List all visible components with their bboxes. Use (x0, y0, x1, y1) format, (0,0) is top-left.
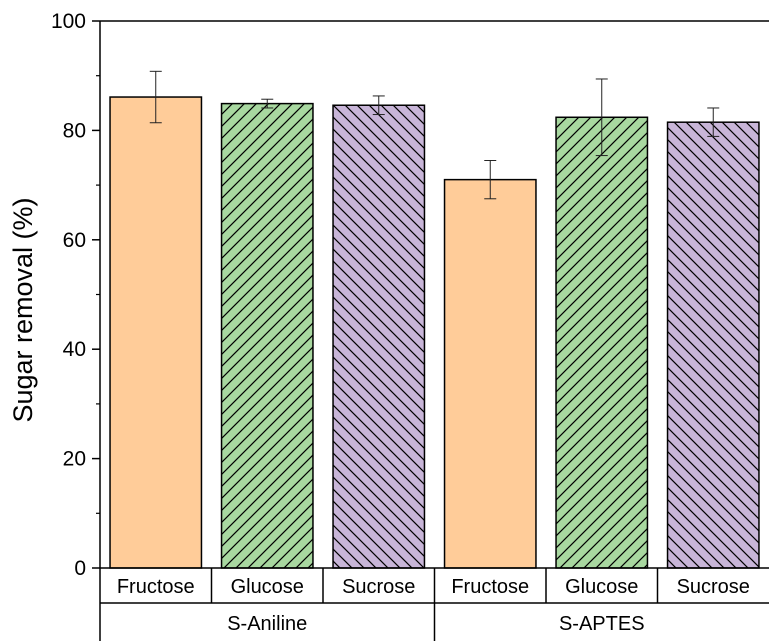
error-bar (149, 70, 162, 124)
y-tick-label: 0 (74, 557, 86, 580)
bar-s-aniline-glucose (220, 102, 314, 569)
x-category-label: Glucose (231, 576, 304, 598)
y-axis-ticks: 0 20 40 60 80 100 (51, 10, 100, 580)
x-category-label: Glucose (565, 576, 638, 598)
y-tick-label: 60 (63, 229, 86, 252)
error-bar (707, 107, 720, 137)
bars (109, 70, 760, 569)
y-tick-label: 100 (51, 10, 86, 33)
x-group-label: S-Aniline (227, 613, 307, 635)
y-tick-label: 40 (63, 338, 86, 361)
bar-s-aptes-fructose (443, 178, 537, 569)
x-category-label: Fructose (117, 576, 195, 598)
y-tick-label: 20 (63, 448, 86, 471)
category-table: Fructose Glucose Sucrose Fructose Glucose Suc… (117, 568, 750, 641)
bar-s-aptes-sucrose (666, 121, 760, 569)
bar-s-aniline-sucrose (332, 104, 426, 569)
error-bar (484, 159, 497, 200)
y-tick-label: 80 (63, 119, 86, 142)
bar-s-aptes-glucose (555, 116, 649, 569)
x-category-label: Sucrose (677, 576, 750, 598)
error-bar (372, 95, 385, 116)
x-category-label: Fructose (451, 576, 529, 598)
y-axis-label: Sugar removal (%) (8, 197, 38, 422)
x-category-label: Sucrose (342, 576, 415, 598)
x-group-label: S-APTES (559, 613, 645, 635)
bar-s-aniline-fructose (109, 96, 203, 569)
error-bar (261, 98, 274, 109)
error-bar (595, 78, 608, 157)
